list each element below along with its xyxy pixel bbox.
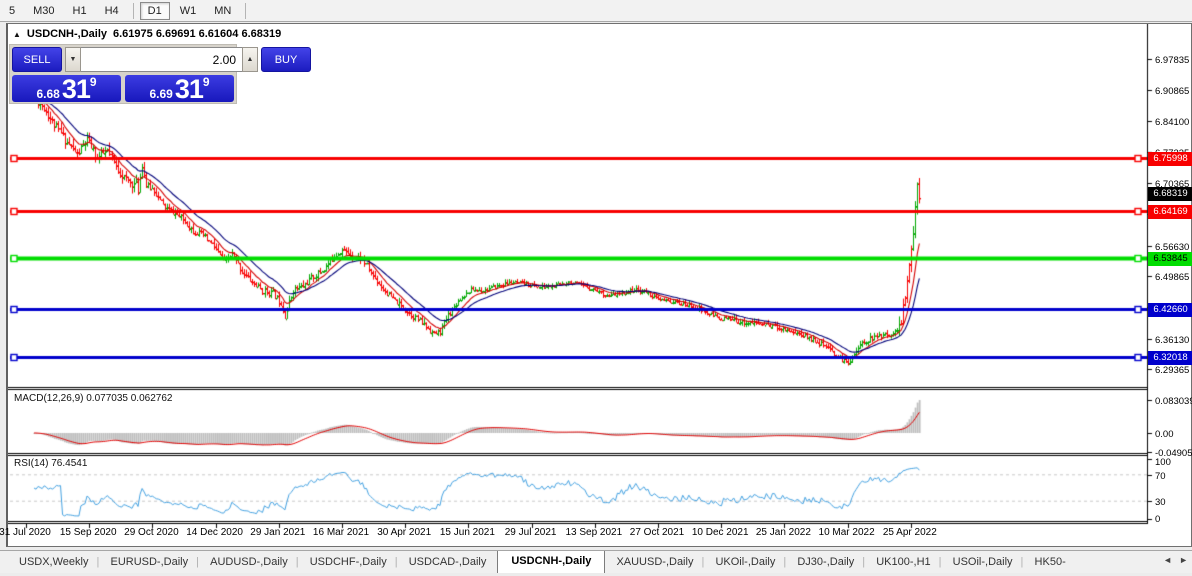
price-level-label: 6.53845	[1148, 252, 1192, 267]
trade-panel-quotes: 6.68 31 9 6.69 31 9	[12, 74, 234, 104]
y-axis-tick: 6.97835	[1155, 54, 1190, 66]
current-price-label: 6.68319	[1148, 186, 1192, 201]
tab-dj30-daily[interactable]: DJ30-,Daily	[783, 552, 865, 573]
y-axis-tick: 6.90865	[1155, 86, 1190, 98]
volume-increase-button[interactable]: ▲	[242, 47, 258, 72]
sell-price-pip: 9	[89, 75, 97, 89]
buy-button[interactable]: BUY	[261, 47, 311, 72]
price-chart-canvas[interactable]	[8, 24, 1192, 546]
timeframe-m5[interactable]: 5	[1, 2, 23, 20]
tab-scroll-left-icon[interactable]: ◄	[1163, 555, 1173, 565]
tab-hk50[interactable]: HK50-	[1021, 552, 1077, 573]
tab-eurusd-daily[interactable]: EURUSD-,Daily	[96, 552, 199, 573]
rsi-axis-tick: 100	[1155, 457, 1171, 468]
date-axis-label: 31 Jul 2020	[0, 527, 51, 538]
timeframe-m30[interactable]: M30	[25, 2, 62, 20]
chart-title-row: ▲ USDCNH-,Daily 6.61975 6.69691 6.61604 …	[13, 28, 281, 40]
trade-panel-controls: SELL ▼ ▲ BUY	[12, 47, 311, 72]
rsi-label: RSI(14) 76.4541	[14, 458, 88, 469]
tab-usdx-weekly[interactable]: USDX,Weekly	[8, 552, 99, 573]
tab-scroll-buttons: ◄ ►	[1161, 554, 1190, 566]
price-axis: 6.978356.908656.841006.773356.703656.636…	[1148, 25, 1192, 546]
timeframe-w1[interactable]: W1	[172, 2, 205, 20]
macd-axis-tick: -0.04905	[1155, 448, 1192, 460]
y-axis-tick: 6.36130	[1155, 334, 1190, 346]
date-axis-label: 27 Oct 2021	[629, 527, 685, 538]
date-axis-label: 15 Sep 2020	[59, 527, 117, 538]
macd-axis-tick: 0.083039	[1155, 396, 1192, 408]
y-axis-tick: 6.70365	[1155, 179, 1190, 191]
price-level-label: 6.75998	[1148, 151, 1192, 166]
timeframe-d1[interactable]: D1	[139, 1, 170, 20]
tab-ukoil-daily[interactable]: UKOil-,Daily	[701, 552, 786, 573]
chart-ohlc-values: 6.61975 6.69691 6.61604 6.68319	[113, 28, 282, 40]
date-axis: 31 Jul 2020 15 Sep 2020 29 Oct 2020 14 Dec …	[0, 527, 1192, 543]
collapse-trade-panel-icon[interactable]: ▲	[13, 29, 21, 39]
sell-price-prefix: 6.68	[36, 87, 60, 101]
date-axis-label: 14 Dec 2020	[186, 527, 243, 538]
timeframe-mn[interactable]: MN	[206, 2, 239, 20]
buy-price-big: 31	[174, 74, 204, 104]
chart-window: ▲ USDCNH-,Daily 6.61975 6.69691 6.61604 …	[6, 23, 1192, 547]
toolbar-separator	[245, 2, 247, 19]
y-axis-tick: 6.49865	[1155, 272, 1190, 284]
toolbar-separator	[132, 2, 134, 19]
rsi-axis-tick: 30	[1155, 497, 1166, 509]
date-axis-label: 10 Dec 2021	[691, 527, 749, 538]
rsi-axis-tick: 70	[1155, 470, 1166, 482]
y-axis-tick: 6.84100	[1155, 117, 1190, 129]
date-axis-label: 10 Mar 2022	[818, 527, 875, 538]
volume-decrease-button[interactable]: ▼	[65, 47, 81, 72]
y-axis-tick: 6.29365	[1155, 365, 1190, 377]
buy-price-button[interactable]: 6.69 31 9	[125, 74, 234, 104]
buy-price-pip: 9	[202, 75, 210, 89]
timeframe-h4[interactable]: H4	[97, 2, 127, 20]
timeframe-h1[interactable]: H1	[65, 2, 95, 20]
rsi-axis-tick: 0	[1155, 514, 1161, 525]
date-axis-label: 16 Mar 2021	[312, 527, 370, 538]
tab-scroll-right-icon[interactable]: ►	[1179, 555, 1188, 565]
price-level-label: 6.32018	[1148, 351, 1192, 366]
y-axis-tick: 6.56630	[1155, 241, 1190, 253]
date-axis-label: 25 Jan 2022	[755, 527, 811, 538]
date-axis-label: 15 Jun 2021	[439, 527, 495, 538]
buy-price-prefix: 6.69	[149, 87, 173, 101]
sell-button[interactable]: SELL	[12, 47, 62, 72]
date-axis-label: 29 Jan 2021	[250, 527, 306, 538]
tab-audusd-daily[interactable]: AUDUSD-,Daily	[196, 552, 299, 573]
tab-usdcnh-daily[interactable]: USDCNH-,Daily	[497, 551, 606, 573]
tab-uk100-h1[interactable]: UK100-,H1	[862, 552, 941, 573]
date-axis-label: 25 Apr 2022	[882, 527, 937, 538]
trade-panel: SELL ▼ ▲ BUY 6.68 31 9 6.69 31 9	[10, 45, 311, 104]
tab-usoil-daily[interactable]: USOil-,Daily	[939, 552, 1024, 573]
macd-axis-tick: 0.00	[1155, 428, 1174, 440]
date-axis-label: 30 Apr 2021	[377, 527, 432, 538]
timeframe-toolbar: 5 M30 H1 H4 D1 W1 MN	[0, 0, 1192, 22]
tab-usdchf-daily[interactable]: USDCHF-,Daily	[296, 552, 398, 573]
chart-symbol-title: USDCNH-,Daily	[26, 28, 107, 40]
macd-label: MACD(12,26,9) 0.077035 0.062762	[14, 393, 173, 404]
volume-spinner: ▼ ▲	[65, 47, 258, 72]
sell-price-button[interactable]: 6.68 31 9	[12, 74, 121, 104]
tab-usdcad-daily[interactable]: USDCAD-,Daily	[395, 552, 498, 573]
volume-input[interactable]	[81, 47, 242, 72]
price-level-label: 6.64169	[1148, 205, 1192, 220]
chart-tab-bar: USDX,Weekly EURUSD-,Daily AUDUSD-,Daily …	[0, 550, 1192, 573]
date-axis-label: 29 Jul 2021	[504, 527, 557, 538]
date-axis-label: 29 Oct 2020	[124, 527, 179, 538]
tab-xauusd-daily[interactable]: XAUUSD-,Daily	[605, 552, 704, 573]
sell-price-big: 31	[61, 74, 91, 104]
price-level-label: 6.42660	[1148, 303, 1192, 318]
date-axis-label: 13 Sep 2021	[565, 527, 623, 538]
